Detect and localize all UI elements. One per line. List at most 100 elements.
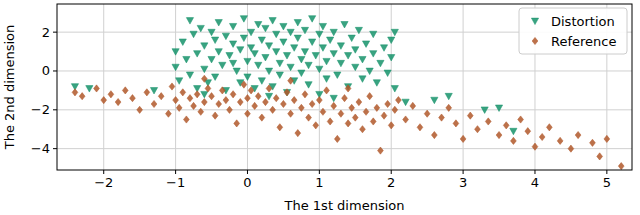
grid-line xyxy=(319,4,320,170)
point xyxy=(309,16,316,22)
point xyxy=(392,106,398,113)
point xyxy=(172,49,179,55)
point xyxy=(385,100,391,107)
point xyxy=(179,39,186,45)
point xyxy=(344,53,351,59)
point xyxy=(269,18,276,24)
point xyxy=(388,122,394,129)
point xyxy=(201,98,207,105)
tick-label: −1 xyxy=(166,175,185,190)
point xyxy=(481,107,488,113)
point xyxy=(359,56,366,62)
point xyxy=(169,83,175,90)
point xyxy=(186,18,193,24)
point xyxy=(288,110,294,117)
point xyxy=(144,89,150,96)
point xyxy=(205,85,211,92)
tick-label: 0 xyxy=(42,63,50,78)
point xyxy=(230,91,236,98)
point xyxy=(381,112,387,119)
point xyxy=(255,93,261,100)
tick-label: −2 xyxy=(94,175,113,190)
point xyxy=(402,99,409,105)
point xyxy=(403,116,409,123)
point xyxy=(334,135,340,142)
point xyxy=(532,143,538,150)
grid-line xyxy=(247,4,248,170)
point xyxy=(281,100,287,107)
point xyxy=(197,25,204,31)
point xyxy=(330,51,337,57)
point xyxy=(338,110,344,117)
point xyxy=(417,124,423,131)
point xyxy=(496,131,502,138)
point xyxy=(287,64,294,70)
point xyxy=(460,135,466,142)
point xyxy=(446,104,452,111)
tick-label: 0 xyxy=(243,175,251,190)
point xyxy=(151,100,157,107)
point xyxy=(327,37,334,43)
point xyxy=(291,45,298,51)
point xyxy=(265,93,272,99)
point xyxy=(229,23,236,29)
point xyxy=(331,102,337,109)
point xyxy=(316,66,323,72)
point xyxy=(316,31,323,37)
point xyxy=(568,145,574,152)
tick-label: −4 xyxy=(31,141,50,156)
point xyxy=(273,31,280,37)
point xyxy=(445,93,452,99)
y-axis-label: The 2nd dimension xyxy=(2,25,17,151)
point xyxy=(373,80,380,86)
point xyxy=(391,29,398,35)
grid-line xyxy=(175,4,176,170)
point xyxy=(298,104,304,111)
point xyxy=(396,97,402,104)
plot-frame xyxy=(57,4,632,170)
point xyxy=(172,64,179,70)
point xyxy=(356,98,362,105)
point xyxy=(345,85,351,92)
point xyxy=(590,139,596,146)
point xyxy=(251,51,258,57)
point xyxy=(360,126,366,133)
point xyxy=(158,93,164,100)
point xyxy=(229,41,236,47)
point xyxy=(378,147,384,154)
point xyxy=(180,89,186,96)
point xyxy=(194,51,201,57)
point xyxy=(183,116,189,123)
point xyxy=(324,87,330,94)
point xyxy=(323,76,330,82)
point xyxy=(302,91,308,98)
tick xyxy=(53,70,57,71)
point xyxy=(377,60,384,66)
point xyxy=(258,78,265,84)
point xyxy=(122,87,128,94)
point xyxy=(604,135,610,142)
tick xyxy=(53,109,57,110)
point xyxy=(183,56,190,62)
point xyxy=(485,118,491,125)
tick xyxy=(247,170,248,174)
point xyxy=(273,95,279,102)
tick xyxy=(175,170,176,174)
point xyxy=(284,89,290,96)
point xyxy=(273,49,280,55)
point xyxy=(305,62,312,68)
point xyxy=(359,76,366,82)
point xyxy=(265,43,272,49)
point xyxy=(212,112,218,119)
tick-label: 4 xyxy=(531,175,539,190)
point xyxy=(240,16,247,22)
point xyxy=(247,29,254,35)
point xyxy=(86,86,93,92)
point xyxy=(334,72,341,78)
point xyxy=(374,104,380,111)
point xyxy=(618,163,624,170)
point xyxy=(223,97,229,104)
point xyxy=(233,68,240,74)
point xyxy=(222,33,229,39)
tick xyxy=(53,148,57,149)
